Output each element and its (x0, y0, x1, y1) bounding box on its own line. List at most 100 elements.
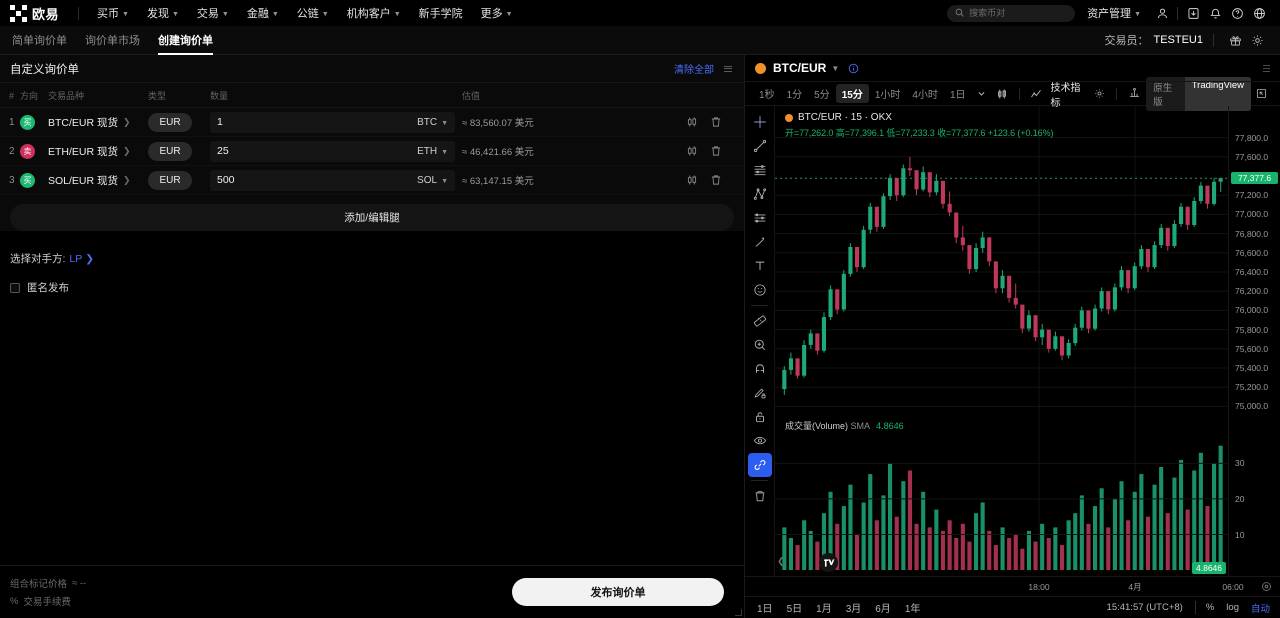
quantity-input-box[interactable]: BTC ▼ (210, 111, 455, 133)
row-symbol[interactable]: SOL/EUR 现货 ❯ (48, 165, 148, 195)
anonymous-publish-row[interactable]: 匿名发布 (10, 280, 744, 295)
direction-badge-sell[interactable]: 卖 (20, 143, 35, 159)
horizontal-lines-icon[interactable] (748, 158, 772, 182)
percent-scale-toggle[interactable]: % (1205, 602, 1215, 613)
row-symbol[interactable]: BTC/EUR 现货 ❯ (48, 107, 148, 137)
add-edit-leg-button[interactable]: 添加/编辑腿 (10, 204, 734, 231)
quantity-input[interactable] (217, 174, 418, 186)
candlestick-icon[interactable] (686, 116, 698, 128)
zoom-icon[interactable] (748, 333, 772, 357)
okx-logo[interactable]: 欧易 (10, 4, 59, 23)
range-1mo[interactable]: 1月 (816, 604, 832, 615)
nav-item-institutional[interactable]: 机构客户 ▼ (338, 0, 410, 26)
link-icon[interactable] (747, 453, 772, 477)
time-settings-icon[interactable] (1261, 581, 1272, 592)
indicator-icon[interactable] (1025, 88, 1047, 100)
fullscreen-icon[interactable] (1251, 88, 1272, 99)
tab-rfq-market[interactable]: 询价单市场 (85, 35, 140, 47)
fib-retracement-icon[interactable] (748, 206, 772, 230)
quantity-input[interactable] (217, 145, 418, 157)
quantity-input-box[interactable]: ETH ▼ (210, 140, 455, 162)
help-icon[interactable] (1226, 0, 1248, 26)
lock-icon[interactable] (748, 405, 772, 429)
tradingview-logo-icon[interactable] (819, 553, 838, 572)
row-direction[interactable]: 买 (20, 165, 48, 195)
view-mode-native[interactable]: 原生版 (1153, 82, 1173, 108)
type-pill[interactable]: EUR (148, 171, 192, 190)
nav-item-buy-crypto[interactable]: 买币 ▼ (88, 0, 138, 26)
snapshot-icon[interactable] (1123, 87, 1146, 100)
time-axis[interactable]: 18:00 4月 06:00 12:00 18: (745, 576, 1280, 596)
tab-create-rfq[interactable]: 创建询价单 (158, 26, 213, 55)
row-quantity[interactable]: ETH ▼ (210, 136, 462, 166)
direction-badge-buy[interactable]: 买 (20, 114, 35, 130)
price-chart-canvas[interactable]: BTC/EUR · 15 · OKX 开=77,262.0 高=77,396.1… (775, 106, 1228, 576)
delete-icon[interactable] (710, 174, 722, 186)
pitchfork-icon[interactable] (748, 182, 772, 206)
indicators-label[interactable]: 技术指标 (1050, 82, 1081, 109)
view-mode-tradingview[interactable]: TradingView (1184, 76, 1251, 111)
range-1d[interactable]: 1日 (757, 604, 773, 615)
quantity-input-box[interactable]: SOL ▼ (210, 169, 455, 191)
gift-icon[interactable] (1224, 26, 1246, 55)
eye-icon[interactable] (748, 429, 772, 453)
nav-item-finance[interactable]: 金融 ▼ (238, 0, 288, 26)
row-symbol[interactable]: ETH/EUR 现货 ❯ (48, 136, 148, 166)
price-axis[interactable]: 77,800.0 77,600.0 77,200.0 77,000.0 76,800.0… (1228, 106, 1280, 576)
search-input[interactable] (969, 8, 1068, 18)
asset-management-menu[interactable]: 资产管理 ▼ (1087, 5, 1141, 21)
magnet-icon[interactable] (748, 357, 772, 381)
gear-icon[interactable] (1246, 26, 1268, 55)
row-type[interactable]: EUR (148, 136, 210, 166)
row-quantity[interactable]: BTC ▼ (210, 107, 462, 137)
timeframe-15m[interactable]: 15分 (835, 84, 869, 103)
timeframe-1d[interactable]: 1日 (949, 90, 966, 101)
range-3mo[interactable]: 3月 (845, 604, 862, 615)
candlestick-icon[interactable] (686, 174, 698, 186)
auto-scale-toggle[interactable]: 自动 (1250, 603, 1270, 615)
timeframe-5m[interactable]: 5分 (814, 90, 830, 101)
timeframe-1h[interactable]: 1小时 (874, 90, 901, 101)
chevron-down-icon[interactable]: ▼ (831, 63, 840, 73)
emoji-icon[interactable] (748, 278, 772, 302)
nav-item-academy[interactable]: 新手学院 (410, 0, 472, 26)
globe-icon[interactable] (1248, 0, 1270, 26)
publish-rfq-button[interactable]: 发布询价单 (512, 578, 724, 606)
gear-icon[interactable] (1089, 88, 1110, 99)
direction-badge-buy[interactable]: 买 (20, 172, 35, 188)
search-box[interactable] (947, 4, 1076, 22)
drag-handle-icon[interactable] (1263, 64, 1270, 72)
tab-simple-rfq[interactable]: 简单询价单 (12, 35, 67, 47)
scroll-left-icon[interactable]: ❮ (777, 556, 785, 566)
type-pill[interactable]: EUR (148, 113, 192, 132)
nav-item-more[interactable]: 更多 ▼ (472, 0, 522, 26)
anonymous-checkbox[interactable] (10, 282, 20, 293)
download-icon[interactable] (1182, 0, 1204, 26)
clear-all-button[interactable]: 清除全部 (674, 65, 714, 76)
ruler-icon[interactable] (748, 309, 772, 333)
range-6mo[interactable]: 6月 (875, 604, 891, 615)
symbol-selector[interactable]: BTC/EUR 现货 ❯ (48, 115, 148, 130)
row-direction[interactable]: 卖 (20, 136, 48, 166)
pencil-lock-icon[interactable] (748, 381, 772, 405)
user-icon[interactable] (1151, 0, 1173, 26)
row-type[interactable]: EUR (148, 165, 210, 195)
nav-item-trade[interactable]: 交易 ▼ (188, 0, 238, 26)
row-direction[interactable]: 买 (20, 107, 48, 137)
timeframe-4h[interactable]: 4小时 (912, 90, 938, 101)
trend-line-icon[interactable] (748, 134, 772, 158)
text-icon[interactable] (748, 254, 772, 278)
delete-icon[interactable] (710, 145, 722, 157)
range-5d[interactable]: 5日 (786, 604, 803, 615)
symbol-selector[interactable]: SOL/EUR 现货 ❯ (48, 173, 148, 188)
quantity-input[interactable] (217, 116, 418, 128)
candlestick-icon[interactable] (686, 145, 698, 157)
log-scale-toggle[interactable]: log (1226, 602, 1239, 613)
quantity-unit-selector[interactable]: BTC ▼ (417, 117, 448, 128)
row-type[interactable]: EUR (148, 107, 210, 137)
range-1y[interactable]: 1年 (904, 604, 921, 615)
chart-type-icon[interactable] (991, 88, 1013, 100)
crosshair-icon[interactable] (748, 110, 772, 134)
quantity-unit-selector[interactable]: SOL ▼ (417, 175, 448, 186)
row-quantity[interactable]: SOL ▼ (210, 165, 462, 195)
